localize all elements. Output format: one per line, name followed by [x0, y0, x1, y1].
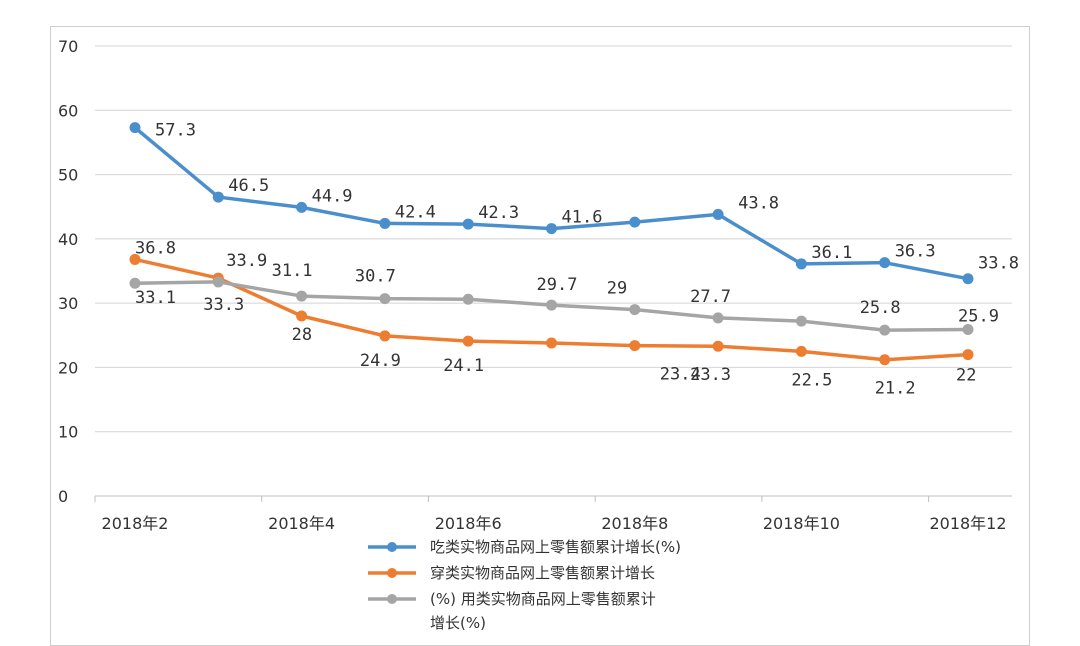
data-label: 36.3 [895, 242, 936, 262]
data-point [712, 340, 724, 352]
data-point [462, 335, 474, 347]
data-point [129, 122, 141, 134]
data-label: 33.1 [135, 288, 176, 308]
data-point [879, 324, 891, 336]
data-label: 23.4 [660, 365, 701, 385]
data-point [296, 310, 308, 322]
legend-label: (%) 用类实物商品网上零售额累计 [430, 590, 656, 608]
data-label: 41.6 [562, 208, 603, 228]
data-label: 33.9 [226, 251, 267, 271]
data-point [712, 312, 724, 324]
data-point [795, 315, 807, 327]
legend-swatch-marker [387, 568, 397, 578]
y-tick-label: 40 [58, 230, 78, 249]
data-label: 29.7 [537, 275, 578, 295]
data-label: 57.3 [155, 121, 196, 141]
data-label: 33.3 [203, 295, 244, 315]
y-tick-label: 50 [58, 166, 78, 185]
data-point [879, 257, 891, 269]
data-point [462, 293, 474, 305]
data-point [546, 223, 557, 235]
x-tick-label: 2018年4 [268, 514, 335, 533]
x-tick-label: 2018年10 [763, 514, 840, 533]
data-label: 24.9 [360, 351, 401, 371]
data-point [462, 218, 474, 230]
data-point [212, 276, 224, 288]
data-point [546, 299, 557, 311]
y-tick-label: 10 [58, 423, 78, 442]
data-label: 25.8 [860, 298, 901, 318]
data-point [629, 216, 641, 228]
line-chart: 0 10 20 30 40 50 60 70 2018年2 2018年4 2018年6 2018年8 2… [58, 37, 1019, 631]
data-point [296, 201, 308, 213]
y-tick-label: 70 [58, 37, 78, 56]
data-label: 24.1 [443, 356, 484, 376]
data-label: 42.4 [395, 202, 436, 222]
data-point [546, 337, 557, 349]
data-point [962, 349, 974, 361]
data-point [296, 290, 308, 302]
data-label: 42.3 [478, 203, 519, 223]
data-label: 21.2 [875, 379, 916, 399]
x-tick-label: 2018年8 [601, 514, 668, 533]
data-label: 36.1 [811, 243, 852, 263]
data-point [879, 354, 891, 366]
data-label: 29 [607, 279, 627, 299]
x-tick-label: 2018年6 [435, 514, 502, 533]
data-point [962, 324, 974, 335]
data-point [379, 217, 391, 229]
legend-swatch-marker [387, 542, 397, 552]
data-label: 28 [292, 325, 312, 345]
data-point [795, 258, 807, 270]
data-point [795, 345, 807, 357]
x-tick-label: 2018年12 [929, 514, 1006, 533]
data-point [129, 277, 141, 289]
data-label: 25.9 [958, 307, 999, 327]
x-tick-label: 2018年2 [102, 514, 169, 533]
data-point [129, 253, 141, 265]
data-label: 43.8 [738, 193, 779, 213]
data-label: 22 [956, 366, 976, 386]
y-tick-label: 20 [58, 358, 78, 377]
data-point [962, 273, 974, 285]
y-tick-label: 60 [58, 101, 78, 120]
y-tick-label: 30 [58, 294, 78, 313]
y-tick-label: 0 [58, 487, 68, 506]
data-point [379, 293, 391, 305]
data-point [712, 208, 724, 220]
data-point [379, 330, 391, 342]
data-label: 22.5 [791, 370, 832, 390]
data-label: 36.8 [135, 238, 176, 258]
legend-label: 增长(%) [430, 614, 486, 631]
data-label: 33.8 [978, 254, 1019, 274]
legend-label: 穿类实物商品网上零售额累计增长 [430, 564, 655, 582]
data-label: 44.9 [312, 186, 353, 206]
legend-swatch-marker [387, 594, 397, 604]
data-label: 30.7 [355, 267, 396, 287]
data-label: 46.5 [228, 176, 269, 196]
data-point [629, 304, 641, 316]
data-label: 31.1 [272, 261, 313, 281]
data-point [212, 191, 224, 203]
data-label: 27.7 [690, 287, 731, 307]
data-point [629, 340, 641, 352]
data-label: 23.3 [690, 365, 731, 385]
legend-label: 吃类实物商品网上零售额累计增长(%) [430, 538, 681, 556]
